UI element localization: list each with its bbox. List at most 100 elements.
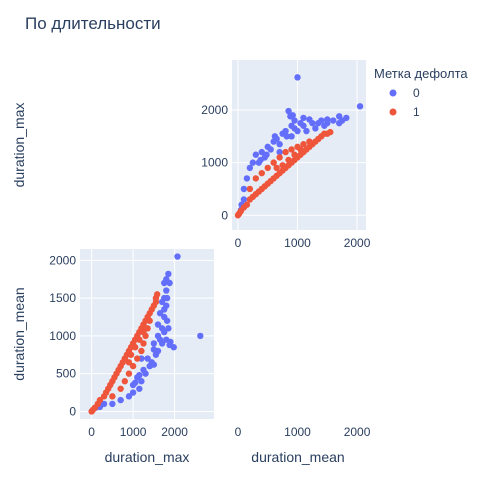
data-point[interactable]	[294, 74, 301, 81]
data-point[interactable]	[146, 317, 153, 324]
data-point[interactable]	[154, 321, 162, 328]
data-point[interactable]	[246, 164, 254, 172]
data-point[interactable]	[263, 151, 270, 158]
y-tick-label: 1000	[49, 329, 76, 343]
data-point[interactable]	[163, 276, 170, 283]
data-point[interactable]	[156, 336, 164, 343]
data-point[interactable]	[291, 117, 298, 124]
data-point[interactable]	[161, 328, 168, 336]
data-point[interactable]	[297, 146, 304, 153]
data-point[interactable]	[271, 133, 279, 140]
data-point[interactable]	[156, 310, 164, 317]
data-point[interactable]	[258, 169, 265, 177]
data-point[interactable]	[136, 336, 143, 343]
data-point[interactable]	[136, 371, 143, 379]
data-point[interactable]	[138, 378, 145, 385]
data-point[interactable]	[140, 340, 147, 347]
data-point[interactable]	[144, 355, 151, 362]
data-point[interactable]	[309, 119, 316, 127]
legend-label-1: 1	[413, 105, 420, 119]
data-point[interactable]	[163, 294, 171, 302]
data-point[interactable]	[131, 379, 139, 386]
data-point[interactable]	[161, 306, 168, 313]
data-point[interactable]	[282, 148, 289, 156]
data-point[interactable]	[174, 253, 181, 260]
data-point[interactable]	[117, 385, 124, 392]
data-point[interactable]	[150, 346, 158, 353]
data-point[interactable]	[264, 164, 271, 172]
data-point[interactable]	[121, 378, 129, 385]
data-point[interactable]	[291, 125, 298, 132]
data-point[interactable]	[161, 313, 168, 321]
data-point[interactable]	[315, 119, 322, 127]
data-point[interactable]	[136, 385, 143, 392]
data-point[interactable]	[273, 164, 280, 172]
data-point[interactable]	[276, 141, 283, 148]
data-point[interactable]	[125, 393, 133, 400]
data-point[interactable]	[249, 159, 257, 166]
data-point[interactable]	[321, 122, 328, 129]
x-axis-title: duration_max	[105, 449, 190, 465]
data-point[interactable]	[288, 133, 295, 140]
data-point[interactable]	[285, 107, 292, 115]
data-point[interactable]	[338, 117, 346, 124]
data-point[interactable]	[166, 341, 173, 349]
legend-item-0[interactable]: 0	[389, 86, 421, 100]
data-point[interactable]	[165, 270, 172, 278]
data-point[interactable]	[125, 359, 133, 366]
data-point[interactable]	[117, 396, 124, 404]
data-point[interactable]	[283, 133, 290, 140]
data-point[interactable]	[240, 185, 248, 193]
data-point[interactable]	[303, 127, 310, 135]
data-point[interactable]	[258, 148, 265, 156]
data-point[interactable]	[246, 185, 254, 193]
data-point[interactable]	[243, 175, 251, 182]
data-point[interactable]	[138, 347, 145, 355]
data-point[interactable]	[240, 196, 248, 203]
data-point[interactable]	[158, 298, 166, 306]
data-point[interactable]	[300, 141, 307, 148]
data-point[interactable]	[129, 362, 137, 370]
data-point[interactable]	[252, 175, 260, 182]
data-point[interactable]	[306, 138, 313, 145]
data-point[interactable]	[327, 128, 334, 136]
data-point[interactable]	[287, 113, 294, 120]
data-point[interactable]	[197, 332, 204, 340]
data-point[interactable]	[252, 151, 260, 158]
data-point[interactable]	[163, 336, 170, 343]
data-point[interactable]	[276, 154, 283, 161]
data-point[interactable]	[267, 146, 274, 153]
data-point[interactable]	[153, 291, 161, 298]
data-point[interactable]	[163, 287, 170, 294]
data-point[interactable]	[96, 396, 104, 404]
data-point[interactable]	[330, 117, 337, 124]
data-point[interactable]	[140, 328, 147, 336]
data-point[interactable]	[152, 351, 160, 358]
data-point[interactable]	[150, 361, 158, 368]
data-point[interactable]	[270, 159, 277, 166]
data-point[interactable]	[291, 151, 298, 158]
data-point[interactable]	[285, 156, 292, 164]
data-point[interactable]	[276, 148, 283, 156]
data-point[interactable]	[288, 146, 295, 153]
data-point[interactable]	[109, 400, 116, 408]
data-point[interactable]	[150, 340, 158, 347]
data-point[interactable]	[129, 389, 137, 396]
data-point[interactable]	[109, 393, 116, 400]
data-point[interactable]	[131, 344, 139, 351]
data-point[interactable]	[257, 156, 264, 164]
data-point[interactable]	[165, 325, 172, 332]
data-point[interactable]	[134, 355, 141, 362]
data-point[interactable]	[279, 162, 286, 169]
data-point[interactable]	[243, 201, 251, 208]
data-point[interactable]	[125, 370, 133, 377]
legend-item-1[interactable]: 1	[389, 105, 421, 119]
data-point[interactable]	[356, 103, 364, 110]
data-point[interactable]	[144, 325, 151, 332]
data-point[interactable]	[140, 366, 147, 374]
data-point[interactable]	[300, 114, 307, 122]
data-point[interactable]	[297, 119, 304, 127]
data-point[interactable]	[312, 125, 319, 132]
data-point[interactable]	[324, 116, 331, 123]
data-point[interactable]	[127, 351, 135, 358]
